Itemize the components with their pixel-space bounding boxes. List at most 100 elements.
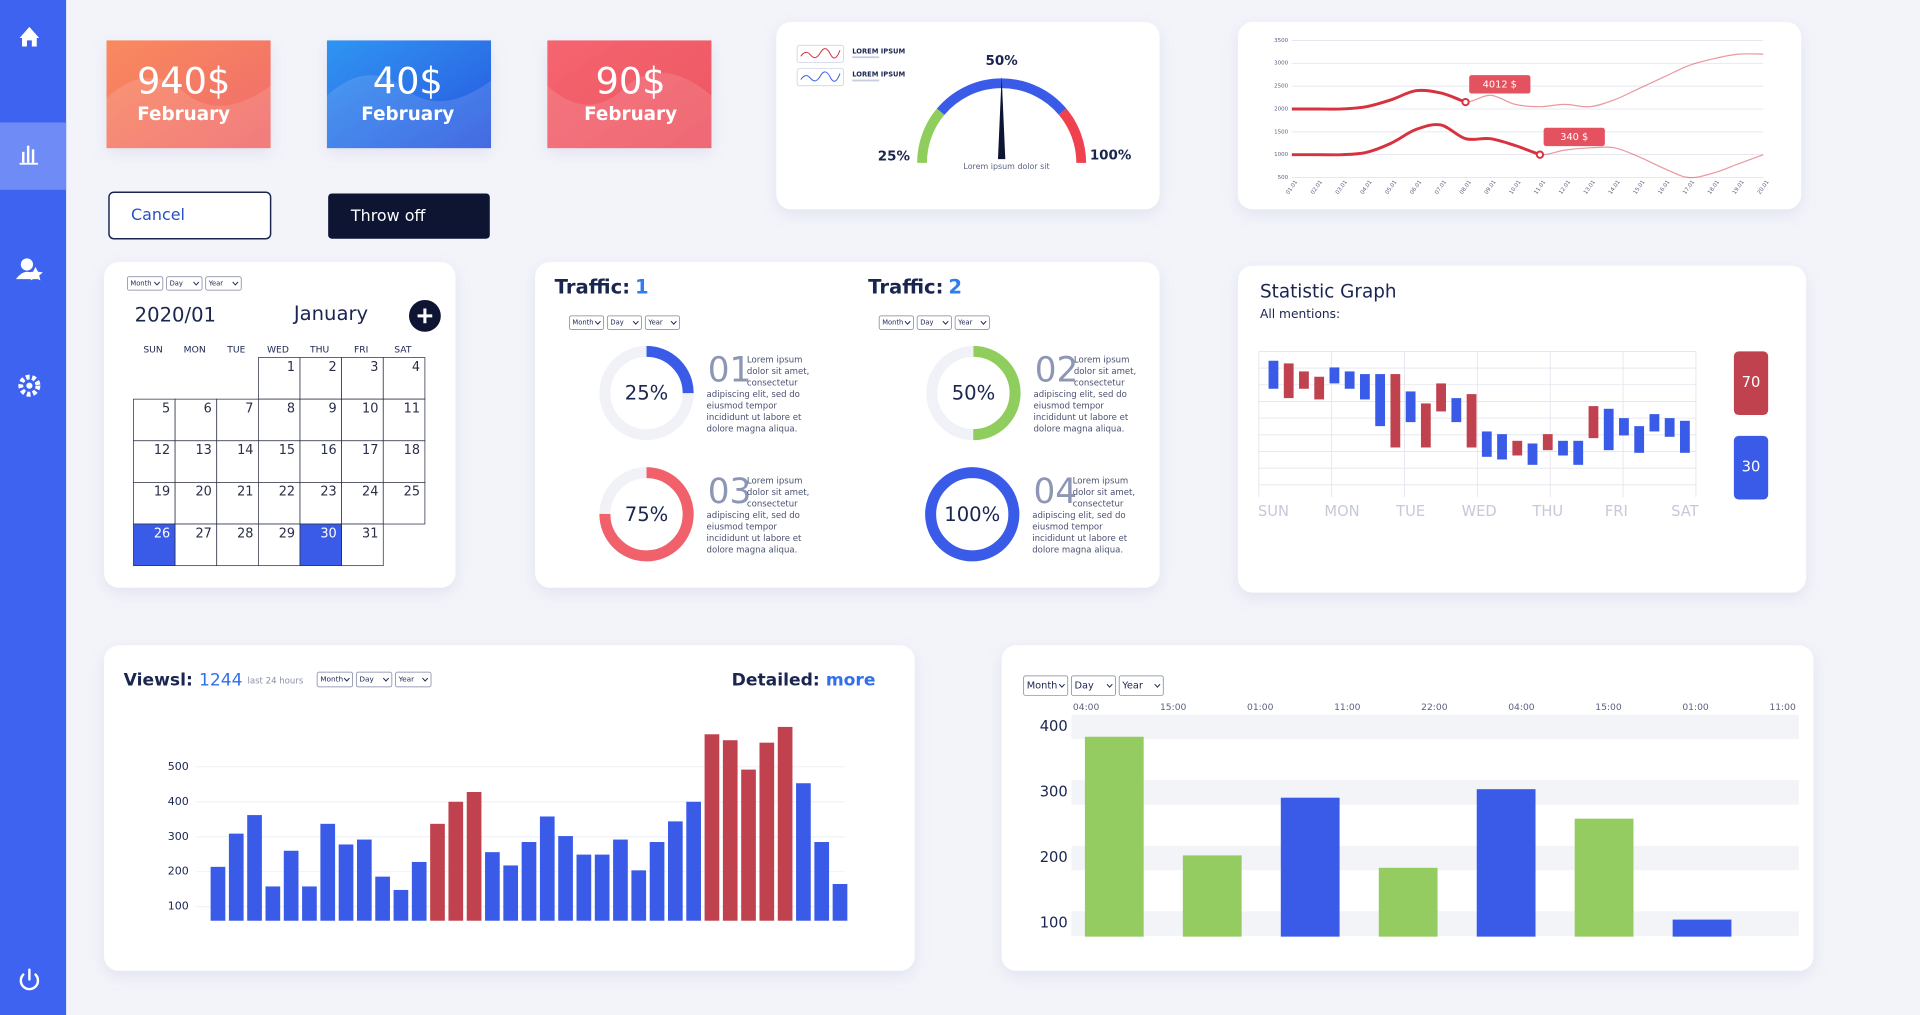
day-cell[interactable] <box>216 482 259 525</box>
dropdown-label: Day <box>170 279 183 287</box>
day-cell[interactable] <box>341 482 384 525</box>
item-index: 04 <box>1033 472 1077 512</box>
day-cell[interactable] <box>133 482 176 525</box>
item-text: Lorem ipsum <box>747 355 803 365</box>
y-tick-label: 100 <box>1040 915 1068 932</box>
dropdown[interactable] <box>1023 675 1069 696</box>
day-cell[interactable] <box>133 440 176 483</box>
bar <box>283 850 299 921</box>
bar <box>1574 818 1634 937</box>
detailed-link[interactable]: more <box>826 671 876 691</box>
throw-off-label: Throw off <box>350 206 427 225</box>
line-highlight <box>1291 88 1467 111</box>
day-number: 26 <box>154 526 170 541</box>
bar <box>613 839 628 921</box>
day-number: 5 <box>162 401 170 416</box>
day-cell[interactable] <box>133 398 176 442</box>
day-number: 25 <box>404 485 420 500</box>
y-tick-label: 300 <box>168 830 189 843</box>
stat-amount: 90$ <box>596 60 666 103</box>
dropdown[interactable] <box>205 276 242 291</box>
day-cell[interactable] <box>258 398 301 442</box>
gauge-arc <box>1058 108 1087 164</box>
throw-off-button[interactable] <box>328 193 490 239</box>
gauge-tick: 25% <box>878 150 911 165</box>
day-cell[interactable] <box>341 357 384 400</box>
donut-label: 25% <box>625 382 669 405</box>
day-cell[interactable] <box>299 482 342 525</box>
bar <box>722 740 738 921</box>
nav-settings[interactable] <box>18 374 41 397</box>
dropdown-chevron <box>632 320 639 325</box>
bar <box>777 726 793 921</box>
dropdown[interactable] <box>916 315 952 330</box>
bar <box>539 816 555 921</box>
day-cell[interactable] <box>382 440 426 483</box>
bar <box>466 791 482 921</box>
annotation-label: 4012 $ <box>1483 79 1517 90</box>
dropdown[interactable] <box>355 671 393 688</box>
bar <box>503 865 519 921</box>
item-text: incididunt ut labore et <box>1032 534 1127 544</box>
dropdown[interactable] <box>644 315 680 330</box>
dropdown[interactable] <box>126 276 164 291</box>
y-tick-label: 500 <box>168 760 189 773</box>
donut-label: 100% <box>944 503 1000 526</box>
bar <box>832 883 848 921</box>
nav-stats[interactable] <box>19 145 38 165</box>
day-number: 8 <box>287 401 295 416</box>
day-cell[interactable] <box>382 398 426 442</box>
day-number: 27 <box>195 526 211 541</box>
range-bar <box>1542 434 1553 451</box>
day-cell[interactable] <box>341 440 384 483</box>
day-cell[interactable] <box>299 357 342 400</box>
donut-label: 75% <box>625 503 669 526</box>
day-cell[interactable] <box>216 440 259 483</box>
bar <box>1672 919 1732 937</box>
day-cell[interactable] <box>216 523 259 567</box>
bar <box>430 823 445 921</box>
range-bar <box>1512 440 1523 456</box>
day-cell[interactable] <box>133 523 176 567</box>
day-cell[interactable] <box>258 523 301 567</box>
nav-home[interactable] <box>19 26 40 47</box>
bar <box>521 842 537 921</box>
annotation-label: 340 $ <box>1560 132 1588 143</box>
dropdown[interactable] <box>166 276 203 291</box>
day-cell[interactable] <box>174 523 218 567</box>
nav-power[interactable] <box>19 968 40 991</box>
dropdown-chevron <box>422 677 429 682</box>
dropdown[interactable] <box>1118 675 1164 696</box>
range-bar <box>1329 367 1340 384</box>
dropdown[interactable] <box>954 315 990 330</box>
weekday: WED <box>267 345 289 356</box>
bar <box>247 815 262 921</box>
day-number: 1 <box>287 360 295 375</box>
dropdown[interactable] <box>569 315 605 330</box>
nav-users[interactable] <box>15 258 43 281</box>
cancel-button[interactable] <box>108 191 272 240</box>
day-cell[interactable] <box>382 482 426 525</box>
dropdown[interactable] <box>316 671 354 688</box>
range-bar <box>1558 440 1568 456</box>
time-label: 11:00 <box>1769 702 1796 713</box>
traffic-title: Traffic: 2 <box>868 275 962 298</box>
day-cell[interactable] <box>174 440 218 483</box>
item-text: incididunt ut labore et <box>707 413 802 423</box>
day-cell[interactable] <box>299 523 342 567</box>
day-cell[interactable] <box>258 440 301 483</box>
gauge-tick: 50% <box>986 54 1019 69</box>
dropdown[interactable] <box>1071 675 1116 696</box>
range-bar <box>1283 363 1294 399</box>
dropdown-label: Day <box>920 319 933 327</box>
dropdown[interactable] <box>878 315 914 330</box>
range-bar <box>1603 408 1614 451</box>
day-cell[interactable] <box>341 523 384 567</box>
dropdown[interactable] <box>395 671 432 688</box>
day-cell[interactable] <box>382 357 426 400</box>
item-index: 02 <box>1035 351 1079 391</box>
weekday: TUE <box>226 345 245 356</box>
dropdown-chevron <box>153 281 161 286</box>
dropdown[interactable] <box>606 315 642 330</box>
